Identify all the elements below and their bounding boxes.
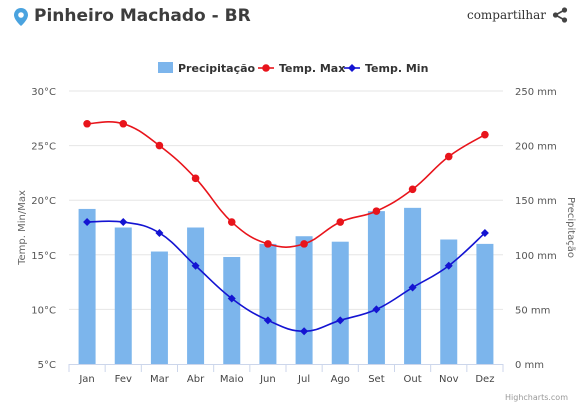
- legend-tmax-marker: [262, 64, 270, 72]
- share-label: compartilhar: [466, 8, 546, 22]
- x-tick-label: Ago: [331, 374, 350, 385]
- temp-max-point: [264, 240, 272, 248]
- x-tick-label: Mar: [150, 374, 170, 385]
- x-tick-label: Jan: [78, 374, 94, 385]
- temp-min-point: [336, 316, 345, 325]
- precip-bar: [187, 227, 205, 364]
- x-tick-label: Jul: [297, 374, 310, 385]
- legend-tmin-label: Temp. Min: [365, 62, 428, 75]
- precip-bar: [78, 208, 96, 364]
- temp-max-point: [155, 141, 164, 150]
- legend-tmin-marker: [348, 64, 356, 72]
- x-tick-label: Fev: [115, 374, 132, 385]
- y-left-tick-label: 30°C: [31, 87, 56, 98]
- x-tick-label: Nov: [439, 374, 459, 385]
- temp-min-point: [480, 228, 489, 237]
- y-left-tick-label: 10°C: [31, 305, 56, 316]
- share-icon: [552, 7, 568, 23]
- temp-max-point: [83, 119, 91, 128]
- y-right-tick-label: 250 mm: [515, 87, 557, 98]
- temp-max-point: [227, 218, 236, 226]
- location-pin-icon: [14, 8, 28, 26]
- temp-min-line: [87, 220, 486, 333]
- highcharts-credit: Highcharts.com: [505, 393, 568, 402]
- precip-bar: [150, 251, 168, 364]
- temp-max-line: [87, 121, 486, 248]
- precip-bar: [223, 256, 241, 364]
- temp-min-point: [227, 294, 236, 303]
- precip-bar: [476, 243, 494, 364]
- temp-min-point: [263, 316, 272, 325]
- x-tick-label: Set: [368, 374, 385, 385]
- precip-bar: [331, 241, 349, 364]
- temp-max-point: [300, 240, 308, 248]
- y-right-tick-label: 150 mm: [515, 196, 557, 207]
- chart-header: Pinheiro Machado - BR compartilhar: [0, 0, 580, 40]
- legend-precip-swatch: [158, 62, 173, 73]
- y-right-tick-label: 50 mm: [515, 305, 550, 316]
- temp-min-point: [83, 218, 92, 227]
- y-right-tick-label: 100 mm: [515, 251, 557, 262]
- precip-bar: [367, 211, 385, 364]
- x-tick-label: Out: [404, 374, 422, 385]
- temp-max-point: [372, 207, 381, 215]
- y-left-tick-label: 15°C: [31, 251, 56, 262]
- temp-min-point: [408, 283, 417, 292]
- temp-min-point: [155, 228, 164, 237]
- x-tick-label: Maio: [220, 374, 244, 385]
- y-left-tick-label: 5°C: [38, 360, 56, 371]
- precip-bar: [295, 236, 313, 364]
- temp-max-point: [408, 185, 417, 194]
- temp-min-point: [444, 261, 453, 270]
- y-left-tick-label: 20°C: [31, 196, 56, 207]
- temp-max-point: [191, 174, 200, 183]
- temp-min-point: [300, 327, 309, 336]
- y-left-axis-title: Temp. Min/Max: [17, 190, 28, 266]
- x-tick-label: Jun: [259, 374, 276, 385]
- temp-max-point: [119, 119, 128, 128]
- temp-min-point: [372, 305, 381, 314]
- y-right-axis-title: Precipitação: [565, 197, 576, 258]
- temp-min-point: [119, 218, 128, 227]
- temp-min-point: [191, 261, 200, 270]
- y-right-tick-label: 0 mm: [515, 360, 544, 371]
- precip-bar: [114, 227, 132, 364]
- share-button[interactable]: compartilhar: [467, 7, 568, 23]
- x-tick-label: Dez: [475, 374, 494, 385]
- temp-max-point: [336, 218, 345, 226]
- temp-max-point: [444, 152, 453, 161]
- temp-max-point: [481, 130, 489, 139]
- legend-precip-label: Precipitação: [178, 62, 256, 75]
- precip-bar: [440, 239, 458, 364]
- x-tick-label: Abr: [187, 374, 205, 385]
- location-title: Pinheiro Machado - BR: [34, 6, 251, 26]
- y-right-tick-label: 200 mm: [515, 142, 557, 153]
- y-left-tick-label: 25°C: [31, 142, 56, 153]
- legend-tmax-label: Temp. Max: [279, 62, 345, 75]
- precip-bar: [259, 243, 277, 364]
